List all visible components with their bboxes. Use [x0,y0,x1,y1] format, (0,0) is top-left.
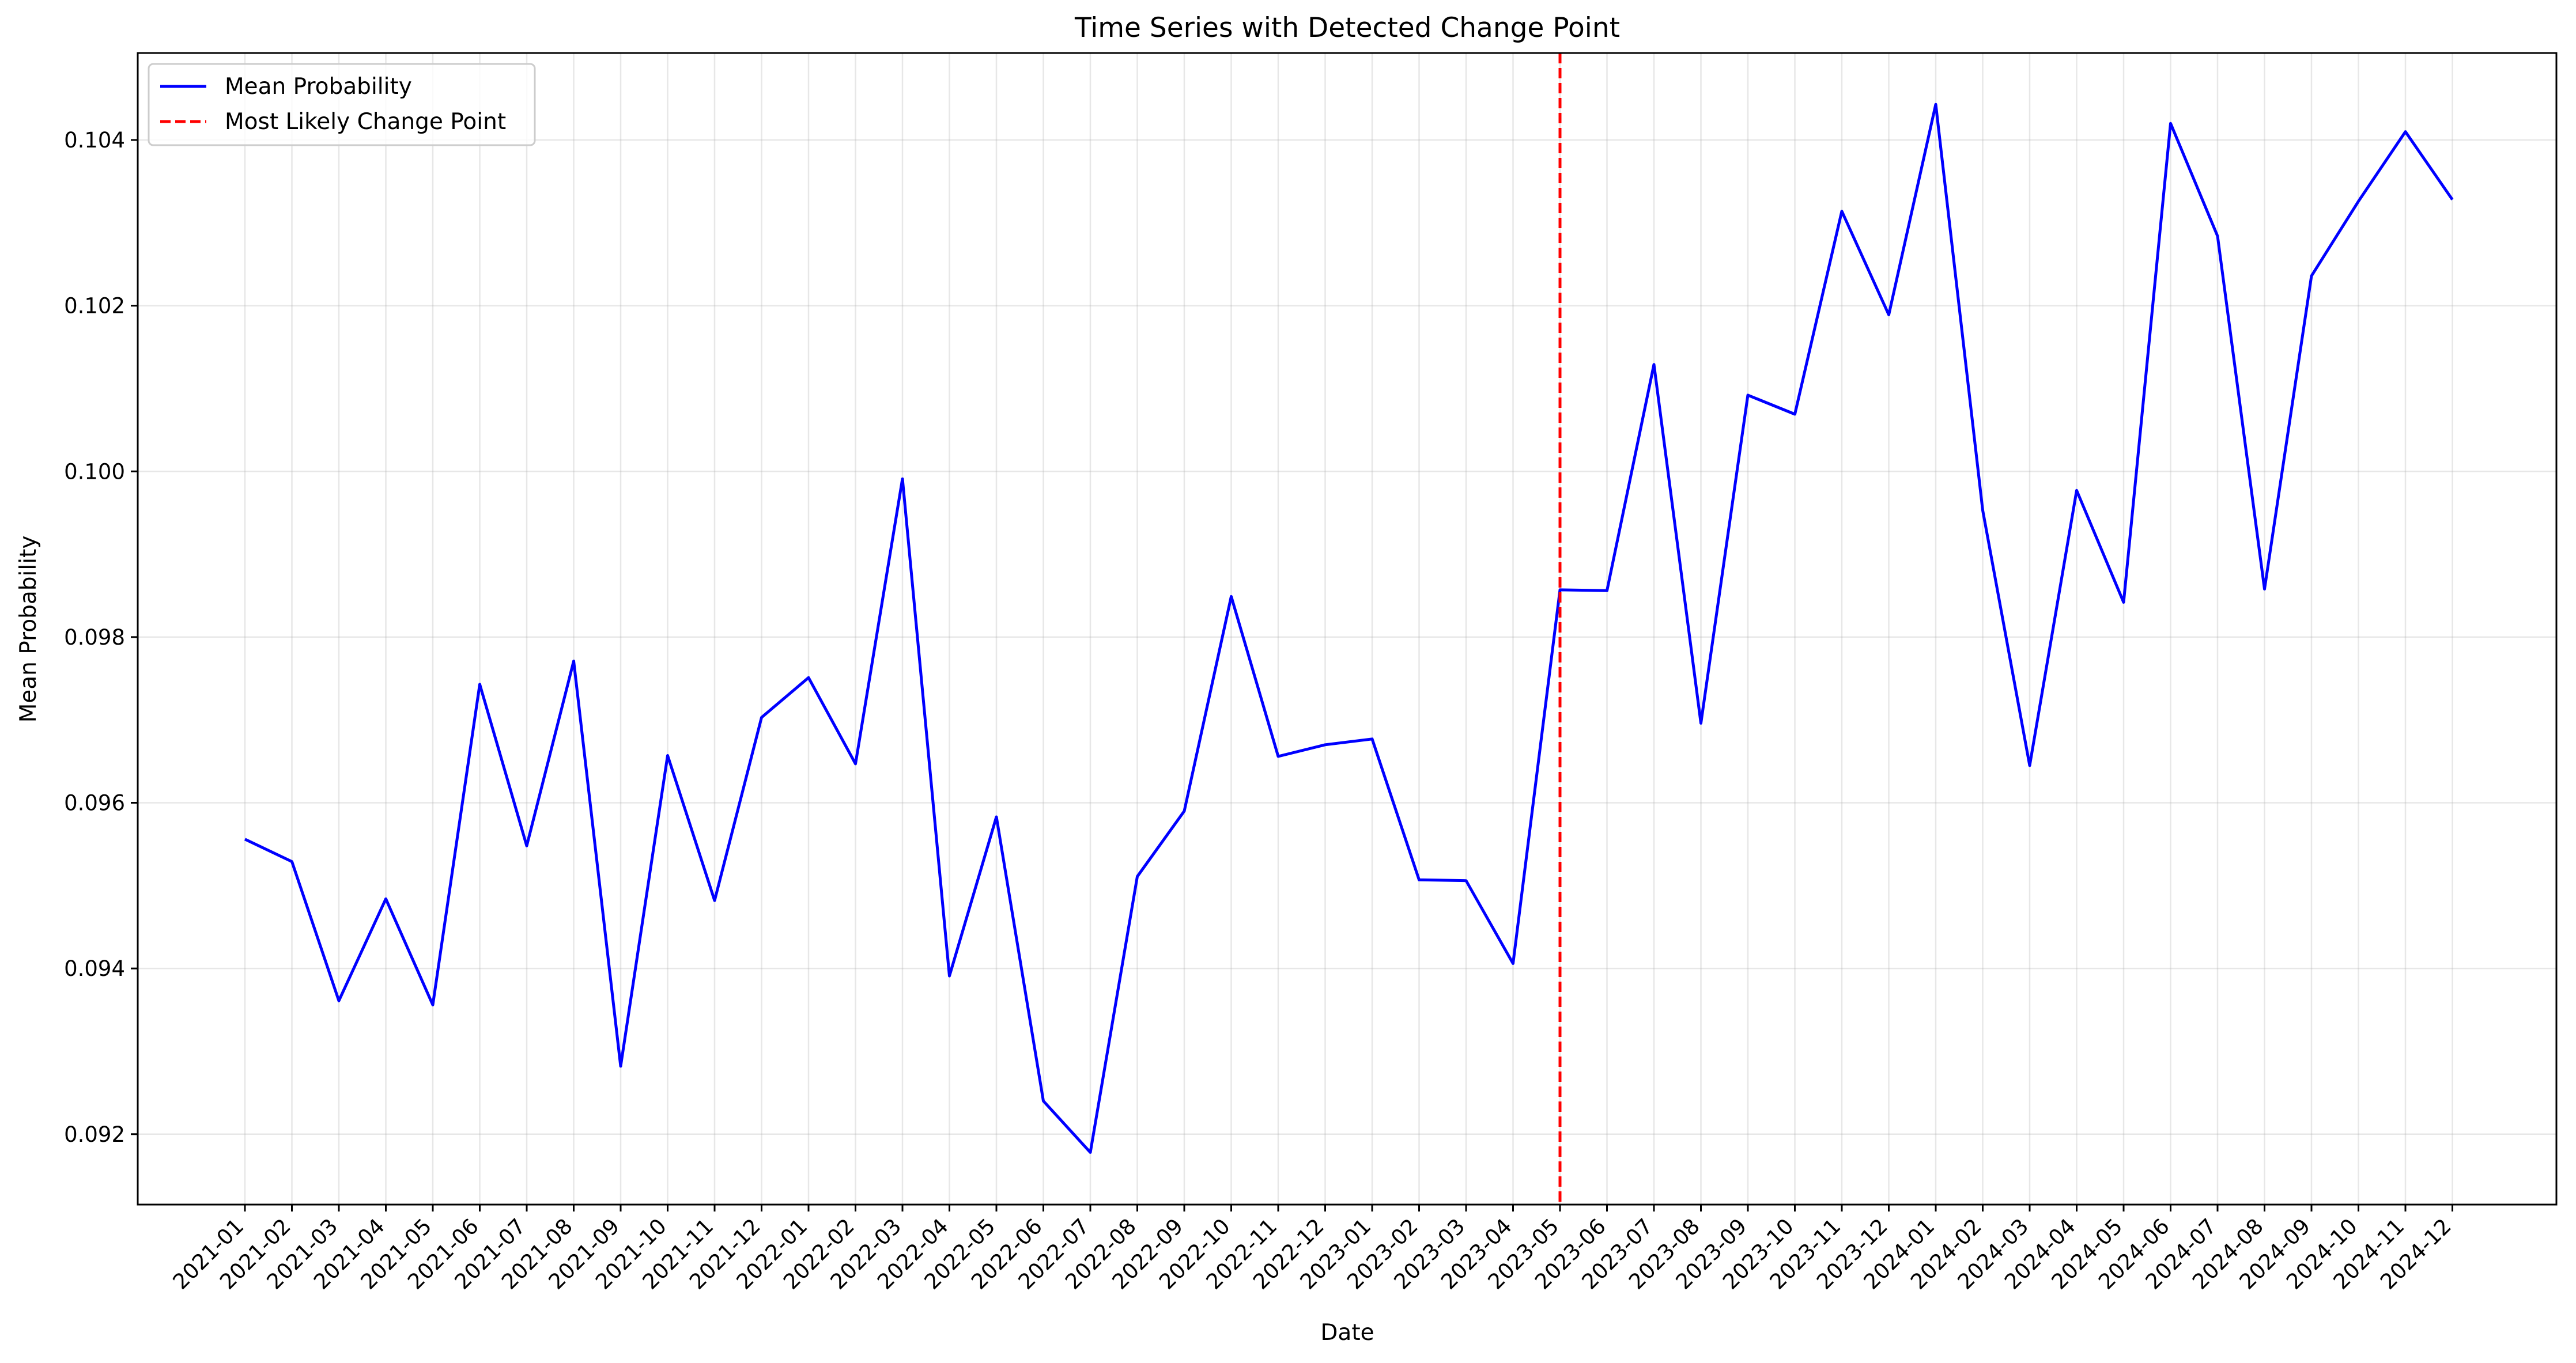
plot-area [244,53,2454,1205]
y-tick-label: 0.094 [64,956,125,981]
x-axis-title: Date [1320,1320,1374,1346]
y-tick-label: 0.092 [64,1122,125,1147]
y-tick-label: 0.104 [64,128,125,153]
legend-label-mean-probability: Mean Probability [225,74,412,100]
chart-title: Time Series with Detected Change Point [1074,12,1620,44]
legend-box [148,63,536,146]
legend: Mean Probability Most Likely Change Poin… [148,63,536,146]
y-tick-label: 0.102 [64,294,125,319]
y-axis-title: Mean Probability [16,536,41,723]
y-tick-label: 0.098 [64,625,125,650]
y-axis: 0.092 0.094 0.096 0.098 0.100 0.102 0.104 [64,128,138,1147]
series-line-mean-probability [244,103,2454,1154]
y-tick-label: 0.096 [64,791,125,816]
legend-label-change-point: Most Likely Change Point [225,109,506,135]
plot-frame [137,52,2558,1206]
y-tick-label: 0.100 [64,459,125,484]
